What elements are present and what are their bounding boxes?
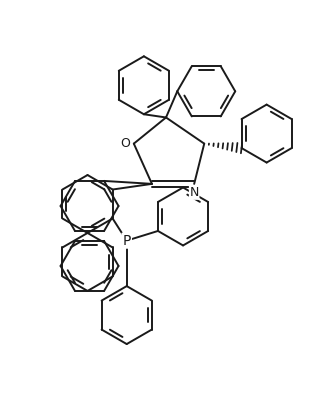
Text: P: P [123, 234, 131, 248]
Text: O: O [120, 137, 130, 150]
Text: N: N [190, 186, 199, 199]
